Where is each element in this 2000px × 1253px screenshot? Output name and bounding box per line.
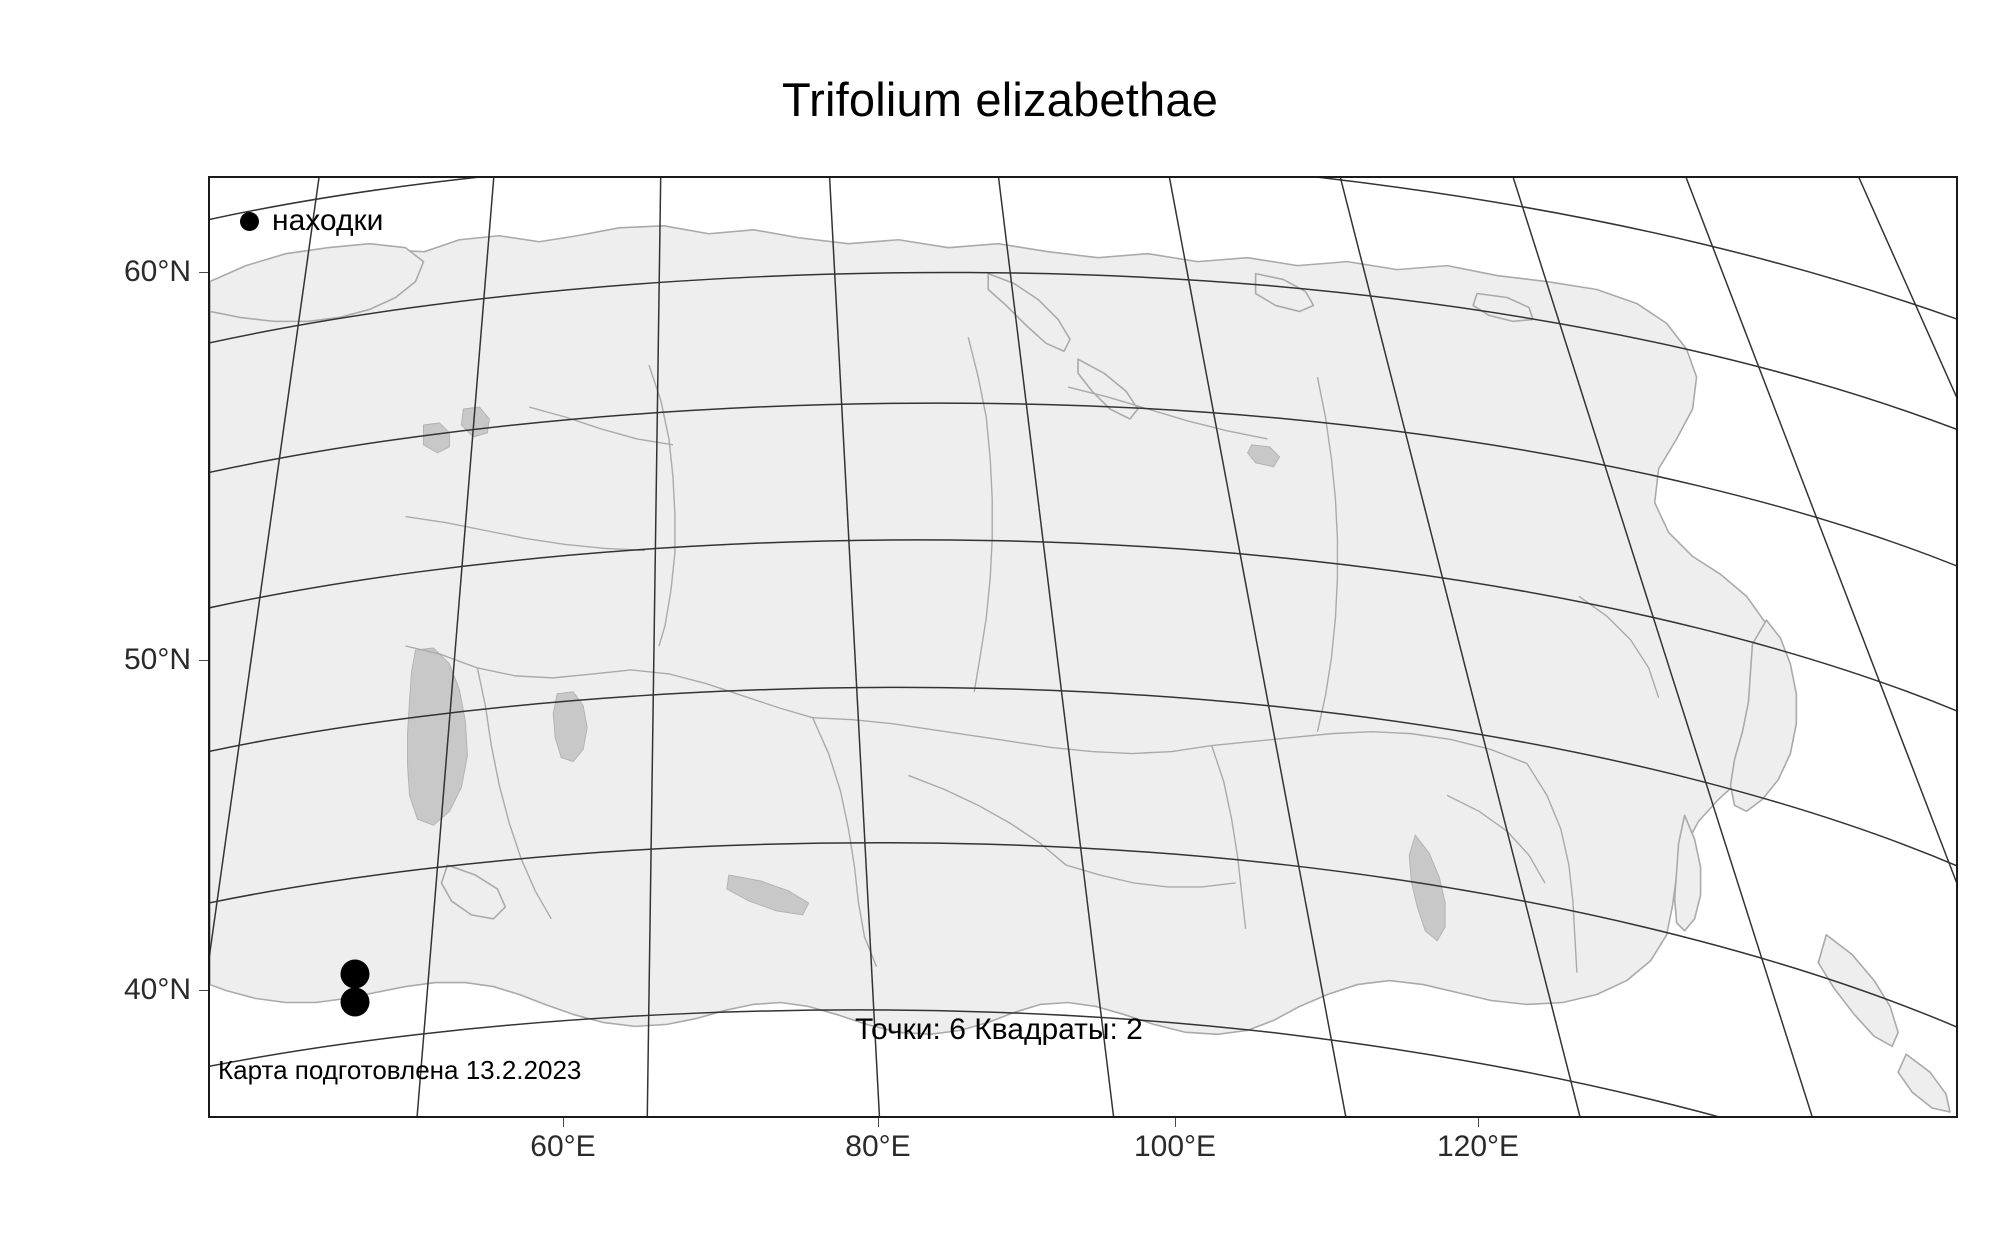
lat-tick-60 — [199, 272, 208, 273]
prepared-date-caption: Карта подготовлена 13.2.2023 — [218, 1055, 582, 1085]
lon-label-120e: 120°E — [1436, 1130, 1520, 1163]
lat-label-40n: 40°N — [123, 973, 191, 1006]
lat-label-60n: 60°N — [123, 255, 191, 288]
map-graphics — [210, 178, 1956, 1116]
occurrence-point[interactable] — [340, 987, 370, 1017]
lon-tick-60 — [563, 1118, 564, 1127]
lat-tick-50 — [199, 660, 208, 661]
lon-tick-80 — [878, 1118, 879, 1127]
lon-label-100e: 100°E — [1133, 1130, 1217, 1163]
stats-caption: Точки: 6 Квадраты: 2 — [855, 1013, 1143, 1046]
filled-circle-icon — [240, 211, 259, 231]
lon-label-80e: 80°E — [845, 1130, 911, 1163]
lon-tick-100 — [1175, 1118, 1176, 1127]
map-legend: находки — [240, 206, 383, 236]
occurrence-point[interactable] — [340, 959, 370, 989]
lon-label-60e: 60°E — [530, 1130, 596, 1163]
lat-tick-40 — [199, 990, 208, 991]
lat-label-50n: 50°N — [123, 643, 191, 676]
lon-tick-120 — [1478, 1118, 1479, 1127]
legend-label-findings: находки — [272, 204, 384, 237]
page-title: Trifolium elizabethae — [781, 73, 1219, 126]
map-frame[interactable]: находки Точки: 6 Квадраты: 2 Карта подго… — [208, 176, 1958, 1118]
